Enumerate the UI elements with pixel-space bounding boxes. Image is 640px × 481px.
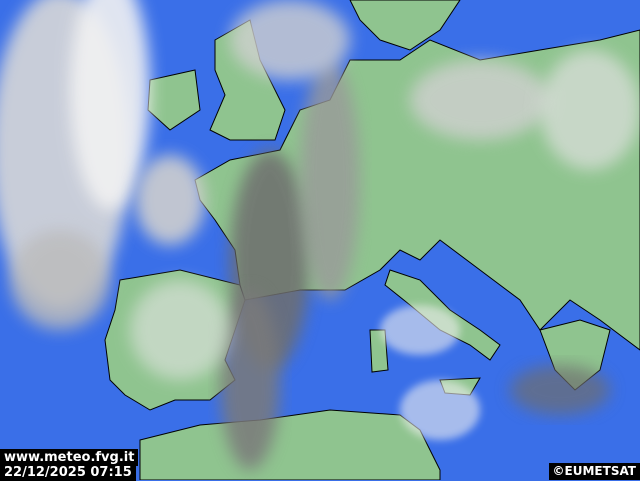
timestamp-label: 22/12/2025 07:15	[0, 464, 136, 481]
scandinavia	[349, 0, 461, 51]
website-label: www.meteo.fvg.it	[0, 449, 139, 466]
credit-label: ©EUMETSAT	[548, 463, 640, 480]
clouds	[0, 0, 640, 470]
